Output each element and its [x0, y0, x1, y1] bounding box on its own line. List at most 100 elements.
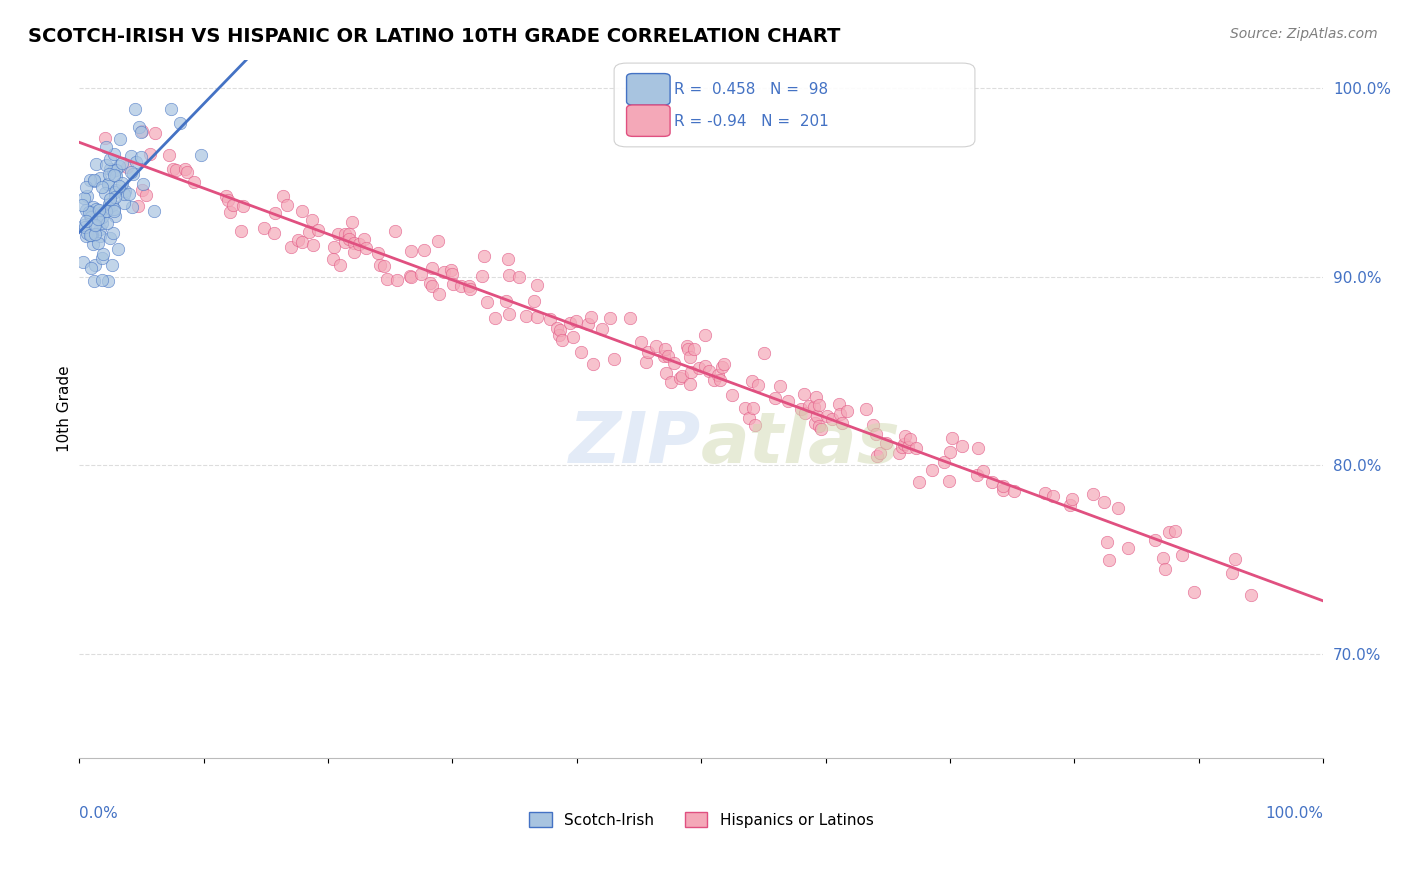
Point	[101, 226, 124, 240]
Point	[373, 259, 395, 273]
Point	[183, 175, 205, 189]
Point	[815, 409, 838, 423]
Point	[865, 427, 887, 442]
Point	[450, 278, 472, 293]
Point	[90, 180, 112, 194]
Point	[335, 235, 357, 249]
Point	[354, 241, 377, 255]
Point	[217, 193, 239, 207]
Point	[97, 201, 120, 215]
Point	[79, 209, 101, 223]
Text: ZIP: ZIP	[569, 409, 702, 478]
Point	[576, 318, 599, 332]
Point	[904, 441, 927, 455]
Point	[89, 222, 111, 236]
Point	[89, 229, 111, 244]
Point	[1163, 524, 1185, 538]
Point	[908, 475, 931, 489]
Point	[778, 394, 800, 409]
Point	[742, 401, 765, 415]
Point	[129, 124, 152, 138]
Point	[967, 441, 990, 455]
Point	[1002, 483, 1025, 498]
Point	[301, 238, 323, 252]
Point	[807, 418, 830, 433]
Point	[399, 244, 422, 258]
Point	[83, 219, 105, 233]
Text: SCOTCH-IRISH VS HISPANIC OR LATINO 10TH GRADE CORRELATION CHART: SCOTCH-IRISH VS HISPANIC OR LATINO 10TH …	[28, 27, 841, 45]
Text: atlas: atlas	[702, 409, 901, 478]
Point	[887, 445, 910, 459]
Point	[793, 406, 815, 420]
Point	[747, 378, 769, 392]
Point	[337, 227, 360, 241]
Point	[420, 279, 443, 293]
Point	[1042, 489, 1064, 503]
Point	[76, 226, 98, 240]
Point	[79, 173, 101, 187]
Point	[752, 346, 775, 360]
Point	[104, 162, 127, 177]
Point	[128, 120, 150, 134]
Point	[107, 242, 129, 256]
Point	[84, 258, 107, 272]
Point	[413, 243, 436, 257]
Point	[471, 268, 494, 283]
Point	[125, 154, 148, 169]
Point	[548, 323, 571, 337]
Point	[460, 282, 482, 296]
Point	[1107, 500, 1129, 515]
Point	[1220, 566, 1243, 580]
Point	[90, 273, 112, 287]
Point	[307, 223, 329, 237]
Point	[662, 356, 685, 370]
Point	[981, 475, 1004, 490]
Point	[263, 206, 285, 220]
Point	[688, 360, 710, 375]
Point	[101, 258, 124, 272]
Point	[806, 409, 828, 423]
Point	[98, 162, 121, 177]
Point	[118, 186, 141, 201]
FancyBboxPatch shape	[627, 73, 671, 105]
Point	[1033, 486, 1056, 500]
Point	[828, 396, 851, 410]
Point	[86, 157, 108, 171]
Point	[83, 274, 105, 288]
Point	[495, 294, 517, 309]
Point	[869, 446, 891, 460]
Point	[104, 183, 127, 197]
Point	[498, 307, 520, 321]
Point	[98, 192, 121, 206]
Point	[1081, 487, 1104, 501]
Point	[108, 159, 131, 173]
Point	[387, 273, 409, 287]
Point	[498, 268, 520, 282]
Point	[326, 227, 349, 241]
Point	[619, 311, 641, 326]
Point	[679, 350, 702, 364]
Point	[80, 227, 103, 242]
Point	[679, 377, 702, 392]
Point	[340, 215, 363, 229]
Point	[763, 391, 786, 405]
Point	[941, 430, 963, 444]
Point	[991, 478, 1014, 492]
Point	[676, 342, 699, 356]
Point	[165, 163, 187, 178]
Point	[107, 179, 129, 194]
Point	[419, 276, 441, 290]
Point	[132, 177, 155, 191]
Point	[1118, 541, 1140, 556]
Point	[287, 233, 309, 247]
Point	[862, 417, 884, 432]
Point	[707, 368, 730, 382]
Point	[443, 277, 465, 291]
Point	[143, 204, 166, 219]
Point	[75, 179, 97, 194]
Point	[1223, 551, 1246, 566]
Point	[657, 349, 679, 363]
Point	[384, 224, 406, 238]
Point	[855, 401, 877, 416]
Point	[101, 198, 124, 212]
